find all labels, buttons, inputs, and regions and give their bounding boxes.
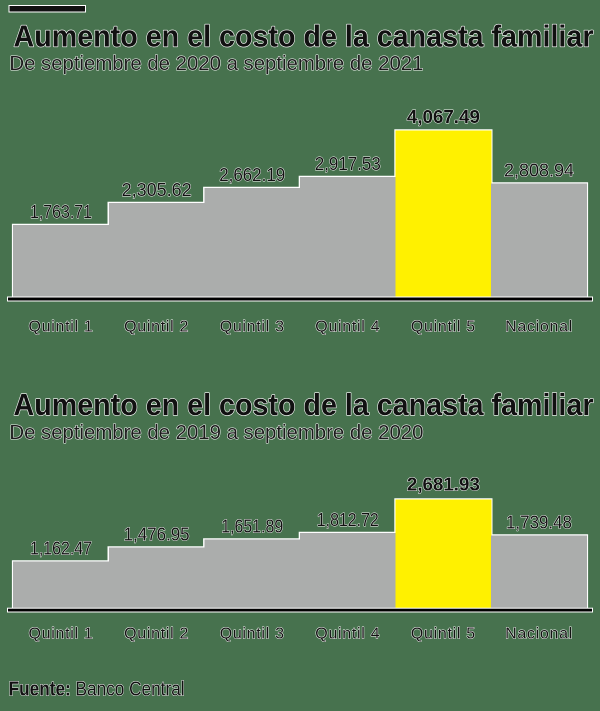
svg-text:Fuente: Banco Central: Fuente: Banco Central <box>9 679 185 701</box>
svg-text:Aumento en el costo de la cana: Aumento en el costo de la canasta famili… <box>14 20 594 54</box>
svg-text:Quintil 3: Quintil 3 <box>220 626 285 643</box>
svg-text:2,808.94: 2,808.94 <box>504 161 574 181</box>
svg-text:Quintil 3: Quintil 3 <box>220 319 285 336</box>
svg-text:Nacional: Nacional <box>505 626 573 643</box>
svg-text:2,305.62: 2,305.62 <box>122 180 192 200</box>
svg-text:4,067.49: 4,067.49 <box>407 107 480 127</box>
svg-text:1,651.89: 1,651.89 <box>221 517 283 537</box>
svg-text:1,812.72: 1,812.72 <box>317 510 379 530</box>
svg-text:Quintil 4: Quintil 4 <box>315 319 380 336</box>
svg-text:1,763.71: 1,763.71 <box>30 202 92 222</box>
svg-text:2,917.53: 2,917.53 <box>315 154 381 174</box>
svg-text:Quintil 5: Quintil 5 <box>411 319 476 336</box>
svg-text:Quintil 1: Quintil 1 <box>29 626 94 643</box>
svg-text:2,681.93: 2,681.93 <box>407 474 480 494</box>
svg-text:Quintil 1: Quintil 1 <box>29 319 94 336</box>
svg-text:Quintil 5: Quintil 5 <box>411 626 476 643</box>
svg-text:2,662.19: 2,662.19 <box>219 165 285 185</box>
svg-text:Quintil 4: Quintil 4 <box>315 626 380 643</box>
svg-text:De septiembre de 2019 a septie: De septiembre de 2019 a septiembre de 20… <box>9 421 423 444</box>
svg-text:Quintil 2: Quintil 2 <box>124 626 189 643</box>
svg-text:1,476.95: 1,476.95 <box>124 525 190 545</box>
svg-text:1,162.47: 1,162.47 <box>30 539 92 559</box>
svg-text:Aumento en el costo de la cana: Aumento en el costo de la canasta famili… <box>14 388 594 422</box>
svg-text:Quintil 2: Quintil 2 <box>124 319 189 336</box>
svg-text:1,739.48: 1,739.48 <box>506 513 572 533</box>
svg-text:De septiembre de 2020 a septie: De septiembre de 2020 a septiembre de 20… <box>9 52 423 75</box>
svg-text:Nacional: Nacional <box>505 319 573 336</box>
